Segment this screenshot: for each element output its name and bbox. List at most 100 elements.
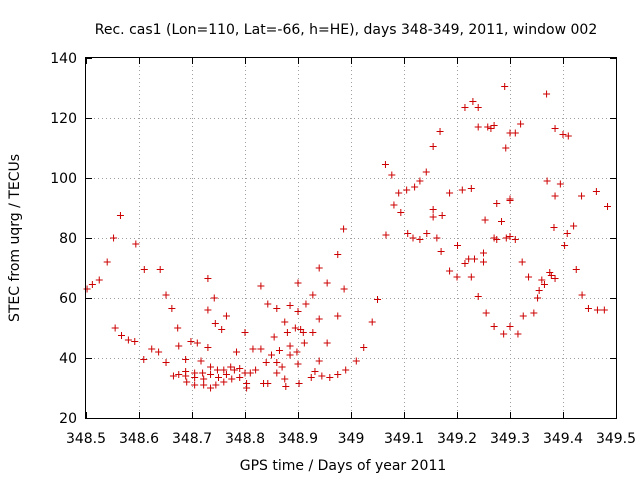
- y-tick-label: 80: [59, 231, 77, 247]
- data-point: [307, 374, 315, 381]
- x-tick-label: 348.8: [225, 431, 265, 447]
- data-point: [118, 332, 126, 339]
- data-point: [514, 330, 522, 338]
- data-point: [416, 236, 424, 243]
- data-point: [493, 200, 501, 207]
- data-point: [429, 206, 437, 213]
- data-point: [403, 186, 411, 194]
- data-point: [131, 338, 139, 345]
- data-point: [220, 378, 228, 386]
- data-point: [207, 371, 215, 378]
- data-point: [326, 374, 334, 381]
- data-point: [534, 294, 542, 302]
- data-point: [556, 180, 564, 188]
- data-point: [467, 185, 475, 192]
- data-point: [295, 380, 303, 387]
- data-point: [211, 320, 219, 327]
- data-point: [233, 348, 241, 356]
- data-point: [204, 344, 212, 351]
- data-point: [257, 282, 265, 290]
- data-point: [411, 183, 419, 191]
- y-tick-label: 40: [59, 351, 77, 367]
- data-point: [438, 212, 446, 219]
- data-point: [283, 329, 291, 336]
- data-point: [246, 369, 254, 377]
- data-point: [220, 366, 228, 374]
- data-point: [561, 242, 569, 249]
- data-point: [262, 359, 270, 366]
- data-point: [182, 372, 190, 380]
- data-point: [334, 251, 342, 258]
- data-point: [286, 342, 294, 350]
- data-point: [559, 131, 567, 138]
- data-point: [416, 177, 424, 185]
- data-point: [458, 186, 466, 194]
- data-point: [300, 339, 308, 347]
- data-point: [461, 104, 469, 111]
- y-tick-label: 20: [59, 411, 77, 427]
- data-point: [175, 371, 183, 378]
- data-point: [506, 323, 514, 330]
- data-point: [501, 83, 509, 90]
- data-point: [264, 380, 272, 387]
- data-point: [169, 372, 177, 380]
- data-point: [564, 132, 572, 140]
- data-point: [218, 326, 226, 333]
- x-tick-label: 349.2: [437, 431, 477, 447]
- data-point: [204, 306, 212, 314]
- data-point: [222, 312, 230, 320]
- data-point: [395, 189, 403, 197]
- data-point: [360, 344, 368, 351]
- data-point: [162, 359, 170, 366]
- data-point: [207, 384, 215, 392]
- x-tick-label: 349.3: [490, 431, 530, 447]
- data-point: [502, 234, 510, 242]
- data-point: [212, 381, 220, 389]
- data-point: [334, 312, 342, 320]
- data-point: [315, 264, 323, 272]
- data-point: [551, 125, 559, 132]
- data-point: [550, 224, 558, 231]
- data-point: [543, 177, 551, 185]
- data-point: [422, 168, 430, 176]
- data-point: [236, 365, 244, 372]
- data-point: [95, 276, 103, 284]
- data-point: [241, 329, 249, 336]
- data-point: [168, 305, 176, 312]
- data-point: [207, 363, 215, 371]
- data-point: [578, 291, 586, 299]
- data-point: [570, 222, 578, 230]
- x-tick-label: 348.9: [278, 431, 318, 447]
- data-point: [454, 242, 462, 249]
- data-point: [204, 275, 212, 282]
- data-point: [193, 339, 201, 347]
- data-point: [270, 333, 278, 341]
- x-tick-label: 348.5: [66, 431, 106, 447]
- data-point: [480, 249, 487, 257]
- data-point: [498, 218, 506, 225]
- data-point: [469, 98, 477, 105]
- data-point: [140, 356, 148, 363]
- data-point: [222, 371, 230, 378]
- data-points: [83, 83, 612, 392]
- x-axis-label: GPS time / Days of year 2011: [240, 458, 447, 474]
- data-point: [111, 324, 119, 332]
- x-tick-label: 349.4: [543, 431, 583, 447]
- x-tick-label: 349.5: [596, 431, 636, 447]
- data-point: [291, 324, 299, 332]
- data-point: [334, 371, 342, 378]
- data-point: [404, 230, 412, 237]
- data-point: [484, 123, 492, 131]
- data-point: [493, 236, 501, 243]
- data-point: [381, 161, 389, 168]
- data-point: [423, 230, 431, 237]
- data-point: [538, 276, 546, 284]
- data-point: [543, 90, 551, 98]
- data-point: [294, 308, 302, 315]
- data-point: [474, 123, 482, 131]
- data-point: [257, 345, 265, 353]
- data-point: [323, 279, 331, 287]
- data-point: [210, 294, 218, 302]
- data-point: [273, 369, 281, 377]
